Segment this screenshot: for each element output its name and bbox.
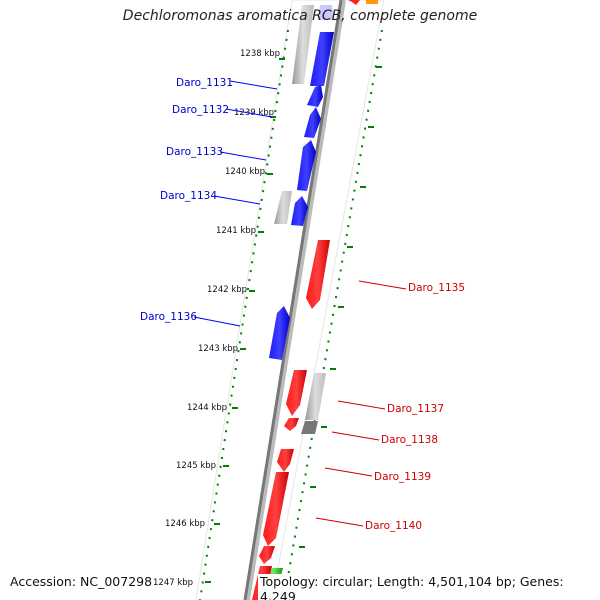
scale-tick: [299, 546, 305, 548]
gene-arrow-forward[interactable]: [284, 418, 299, 431]
gene-label[interactable]: Daro_1140: [365, 520, 422, 532]
gene-arrow-reverse[interactable]: [269, 306, 290, 360]
leader-line: [229, 80, 278, 90]
scale-tick: [321, 426, 327, 428]
backbone-band: [195, 0, 385, 600]
genome-summary-text: Topology: circular; Length: 4,501,104 bp…: [258, 574, 600, 600]
gene-label[interactable]: Daro_1132: [172, 104, 229, 116]
leader-line: [213, 195, 261, 205]
scale-tick: [347, 246, 353, 248]
scale-tick: [240, 348, 246, 350]
other-features: [274, 5, 326, 434]
gene-arrow-reverse-partial[interactable]: [318, 5, 334, 20]
gene-arrow-forward[interactable]: [277, 449, 294, 472]
gene-label[interactable]: Daro_1137: [387, 403, 444, 415]
scale-label: 1241 kbp: [216, 226, 256, 236]
scale-tick: [214, 523, 220, 525]
gene-label[interactable]: Daro_1131: [176, 77, 233, 89]
leader-lines: [193, 80, 407, 527]
map-title: Dechloromonas aromatica RCB, complete ge…: [122, 8, 478, 24]
feature-block: [274, 191, 292, 224]
gene-arrow-reverse[interactable]: [291, 196, 308, 226]
gene-label[interactable]: Daro_1133: [166, 146, 223, 158]
leader-line: [358, 280, 407, 290]
scale-tick: [330, 368, 336, 370]
reverse-genes: [269, 5, 334, 360]
scale-tick: [376, 66, 382, 68]
scale-tick: [267, 173, 273, 175]
scale-label: 1247 kbp: [153, 578, 193, 588]
gene-arrow-reverse[interactable]: [307, 85, 323, 107]
gene-arrow-forward[interactable]: [259, 546, 275, 564]
inner-scale-track: [199, 29, 289, 600]
scale-tick: [258, 231, 264, 233]
outer-scale-track: [283, 29, 383, 600]
gene-label[interactable]: Daro_1136: [140, 311, 197, 323]
genome-axis: [243, 0, 343, 600]
scale-label: 1245 kbp: [176, 461, 216, 471]
feature-block: [305, 373, 326, 420]
scale-tick: [279, 58, 285, 60]
gene-arrow-reverse[interactable]: [304, 107, 321, 138]
gene-labels: Daro_1131 Daro_1132 Daro_1133 Daro_1134 …: [140, 77, 465, 532]
scale-tick: [205, 581, 211, 583]
scale-ticks: [205, 58, 382, 583]
scale-tick: [368, 126, 374, 128]
gene-label[interactable]: Daro_1138: [381, 434, 438, 446]
leader-line: [219, 151, 267, 161]
gene-arrow-reverse[interactable]: [310, 32, 334, 86]
gene-arrow-reverse[interactable]: [297, 140, 316, 191]
gene-arrow-forward-partial[interactable]: [348, 0, 360, 5]
scale-label: 1246 kbp: [165, 519, 205, 529]
scale-label: 1244 kbp: [187, 403, 227, 413]
gene-label[interactable]: Daro_1134: [160, 190, 217, 202]
gene-arrow-forward[interactable]: [286, 370, 307, 416]
accession-text: Accession: NC_007298: [8, 574, 155, 589]
scale-tick: [270, 116, 276, 118]
scale-tick: [360, 186, 366, 188]
scale-tick: [249, 290, 255, 292]
scale-tick: [232, 407, 238, 409]
gene-arrow-forward[interactable]: [263, 472, 289, 546]
gene-label[interactable]: Daro_1139: [374, 471, 431, 483]
scale-label: 1240 kbp: [225, 167, 265, 177]
gene-arrow-forward[interactable]: [306, 240, 330, 309]
genome-axis-shadow: [244, 0, 346, 600]
feature-block: [301, 421, 318, 434]
scale-labels: 1238 kbp 1239 kbp 1240 kbp 1241 kbp 1242…: [153, 49, 280, 588]
scale-tick: [338, 306, 344, 308]
scale-tick: [223, 465, 229, 467]
gene-label[interactable]: Daro_1135: [408, 282, 465, 294]
leader-line: [193, 316, 241, 327]
leader-line: [337, 400, 386, 410]
leader-line: [225, 108, 273, 118]
scale-label: 1239 kbp: [234, 108, 274, 118]
scale-label: 1238 kbp: [240, 49, 280, 59]
feature-block: [292, 5, 314, 84]
leader-line: [331, 431, 380, 441]
feature-block-partial: [366, 0, 378, 4]
scale-label: 1243 kbp: [198, 344, 238, 354]
scale-label: 1242 kbp: [207, 285, 247, 295]
scale-tick: [310, 486, 316, 488]
leader-line: [324, 467, 373, 477]
leader-line: [315, 517, 364, 527]
